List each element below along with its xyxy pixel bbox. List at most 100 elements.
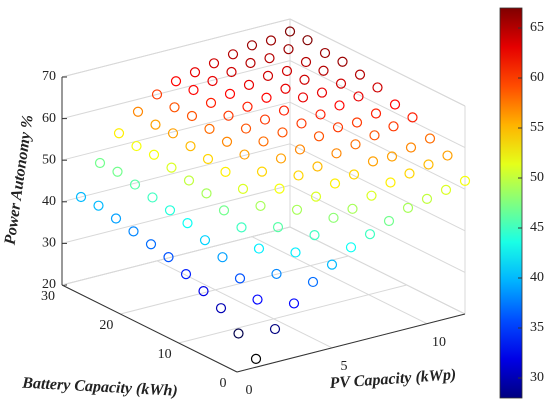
point bbox=[297, 92, 309, 103]
point bbox=[405, 142, 417, 153]
point bbox=[280, 83, 291, 94]
point bbox=[93, 200, 104, 211]
point bbox=[233, 328, 244, 339]
grid-line bbox=[289, 184, 466, 273]
colorbar-tick-label: 45 bbox=[530, 220, 544, 235]
y-tick-label: 30 bbox=[41, 289, 55, 304]
point bbox=[372, 82, 383, 93]
point bbox=[442, 150, 453, 161]
grid-line bbox=[289, 143, 466, 232]
point bbox=[334, 100, 345, 111]
point bbox=[220, 166, 231, 177]
point bbox=[312, 161, 323, 172]
axis-line bbox=[236, 313, 466, 373]
point bbox=[347, 203, 358, 214]
point bbox=[328, 212, 339, 223]
point bbox=[283, 44, 294, 55]
point bbox=[223, 110, 234, 121]
colorbar-tick-label: 65 bbox=[530, 20, 544, 35]
point bbox=[262, 70, 274, 81]
point bbox=[258, 136, 269, 147]
point bbox=[246, 40, 258, 51]
colorbar-tick-label: 35 bbox=[530, 320, 544, 335]
point bbox=[259, 114, 271, 125]
point bbox=[182, 218, 193, 229]
point bbox=[132, 106, 144, 117]
point bbox=[237, 183, 249, 195]
point bbox=[274, 183, 285, 194]
colorbar-tick-label: 40 bbox=[530, 270, 544, 285]
point bbox=[319, 47, 331, 59]
point bbox=[459, 175, 471, 186]
point bbox=[218, 205, 230, 216]
point bbox=[113, 128, 125, 139]
point bbox=[364, 229, 376, 240]
point bbox=[183, 175, 195, 186]
point bbox=[185, 141, 196, 152]
point bbox=[281, 65, 293, 77]
point bbox=[385, 177, 396, 188]
point bbox=[226, 66, 237, 78]
point bbox=[277, 127, 288, 138]
point bbox=[148, 149, 160, 160]
point bbox=[272, 222, 284, 233]
point bbox=[424, 133, 436, 144]
point bbox=[145, 239, 157, 250]
point bbox=[345, 242, 357, 253]
point bbox=[112, 166, 123, 177]
grid-line bbox=[289, 101, 466, 190]
point bbox=[291, 204, 303, 215]
point bbox=[199, 235, 211, 246]
point bbox=[389, 99, 401, 110]
grid-line bbox=[289, 226, 466, 315]
point bbox=[388, 121, 399, 132]
point bbox=[290, 247, 301, 258]
x-tick-label: 5 bbox=[341, 359, 348, 374]
point bbox=[271, 268, 282, 280]
point bbox=[404, 168, 415, 179]
point bbox=[234, 273, 246, 284]
point bbox=[383, 215, 395, 227]
point bbox=[402, 202, 414, 213]
point bbox=[255, 200, 266, 212]
point bbox=[370, 108, 382, 119]
point bbox=[221, 136, 233, 147]
point bbox=[170, 76, 182, 87]
grid-line bbox=[61, 101, 291, 161]
colorbar-tick-label: 30 bbox=[530, 370, 544, 385]
grid-line bbox=[61, 60, 291, 120]
point bbox=[224, 88, 236, 99]
z-tick-label: 40 bbox=[42, 194, 56, 209]
point bbox=[261, 92, 272, 103]
grid-line bbox=[120, 255, 349, 315]
point bbox=[302, 35, 313, 46]
point bbox=[265, 35, 277, 46]
point bbox=[188, 84, 199, 96]
point bbox=[366, 190, 377, 201]
point bbox=[293, 170, 304, 181]
point bbox=[245, 57, 256, 69]
point bbox=[421, 193, 433, 204]
point bbox=[407, 112, 418, 123]
point bbox=[318, 65, 329, 76]
colorbar bbox=[499, 7, 523, 399]
point bbox=[369, 130, 380, 141]
grid-line bbox=[156, 260, 333, 349]
point bbox=[256, 166, 268, 177]
point bbox=[75, 191, 87, 203]
point bbox=[208, 58, 220, 69]
point bbox=[329, 178, 341, 189]
grid-line bbox=[178, 284, 407, 344]
point bbox=[310, 191, 322, 202]
point bbox=[129, 179, 141, 190]
colorbar-tick-label: 50 bbox=[530, 170, 544, 185]
point bbox=[294, 144, 306, 155]
point bbox=[186, 110, 198, 122]
z-tick-label: 60 bbox=[42, 111, 56, 126]
point bbox=[326, 259, 338, 270]
point bbox=[205, 97, 217, 108]
point bbox=[151, 89, 163, 100]
axis-line bbox=[61, 284, 238, 373]
grid-line bbox=[289, 60, 466, 149]
